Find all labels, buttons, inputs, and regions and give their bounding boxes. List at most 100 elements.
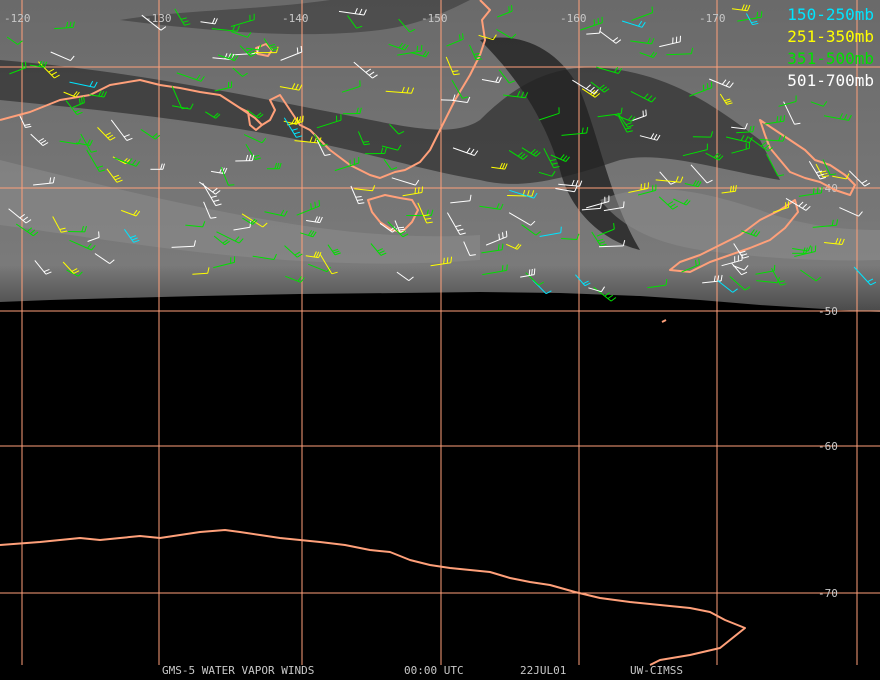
wind-barb: [792, 245, 812, 252]
wind-barb: [246, 44, 262, 51]
wind-barb: [347, 15, 363, 29]
wind-barb: [755, 264, 776, 275]
antarctica-coast: [0, 529, 746, 666]
wind-barb: [539, 107, 560, 121]
wind-barb: [745, 13, 759, 26]
wind-barb: [66, 269, 83, 277]
wind-barb: [284, 245, 303, 258]
wind-barb: [469, 44, 483, 61]
spencer-gulf: [239, 107, 263, 131]
wind-barb: [341, 80, 361, 93]
wind-barb: [354, 185, 376, 192]
wind-barb: [666, 47, 694, 56]
wind-barb: [266, 162, 282, 170]
wind-barb: [731, 123, 748, 130]
wind-barb: [110, 119, 133, 141]
wind-barb: [391, 177, 420, 186]
wind-barb: [89, 90, 107, 98]
wind-barb: [482, 264, 508, 276]
wind-barb: [174, 8, 191, 26]
time-label: 00:00 UTC: [404, 664, 464, 677]
legend-item-251-350mb: 251-350mb: [787, 27, 874, 46]
wind-barb: [68, 225, 87, 233]
source-label: UW-CIMSS: [630, 664, 683, 677]
lon-label: -140: [282, 12, 309, 25]
wind-barb: [396, 271, 414, 282]
wind-barb: [741, 229, 761, 237]
wind-barb: [731, 262, 748, 276]
wind-barb: [832, 173, 850, 180]
wind-barb: [446, 33, 464, 47]
wind-barb: [52, 216, 68, 233]
wind-barb: [630, 90, 657, 103]
wind-barb: [440, 94, 456, 101]
wind-barb: [211, 25, 240, 32]
wind-barb: [141, 14, 167, 31]
wind-barb: [736, 125, 755, 134]
wind-barb: [205, 111, 221, 119]
latitude-labels: -40 -50 -60 -70: [818, 182, 838, 600]
wind-barb: [402, 186, 424, 197]
wind-barb: [140, 128, 161, 140]
wind-barb: [389, 123, 405, 135]
lon-label: -120: [4, 12, 31, 25]
wind-barb: [50, 51, 75, 62]
wind-barb: [241, 213, 268, 228]
wind-barb: [599, 30, 622, 44]
wind-barb: [586, 27, 602, 35]
wind-barb: [29, 60, 48, 68]
lat-label: -60: [818, 440, 838, 453]
wind-barb: [630, 37, 655, 45]
wind-barb: [588, 286, 606, 293]
wind-barb: [498, 69, 515, 84]
wind-barb: [220, 167, 235, 186]
wind-barb: [213, 235, 230, 246]
wind-barb: [681, 258, 700, 273]
wind-barb: [772, 201, 790, 213]
wind-barb: [539, 226, 562, 237]
wind-barb: [810, 101, 828, 107]
wind-barb: [33, 176, 55, 186]
wind-barb: [171, 240, 196, 248]
wind-barb: [731, 4, 751, 12]
wind-barb: [593, 286, 617, 302]
wind-barb: [350, 185, 365, 205]
wind-barb: [580, 16, 603, 31]
lon-label: -160: [560, 12, 587, 25]
wind-barb: [364, 147, 387, 155]
wind-barb: [479, 203, 504, 210]
wind-barb: [239, 45, 257, 57]
wind-barb: [721, 185, 737, 194]
wind-barb: [370, 243, 387, 256]
lon-label: -130: [145, 12, 172, 25]
wind-barb: [383, 159, 398, 171]
lat-label: -70: [818, 587, 838, 600]
wind-barb: [555, 186, 578, 193]
wind-barb: [150, 163, 165, 170]
wind-barb: [65, 100, 83, 116]
wind-barb: [451, 96, 471, 103]
wind-barb: [54, 21, 75, 30]
wind-barb: [283, 117, 303, 138]
wind-barb: [764, 115, 786, 125]
wind-barb: [97, 127, 116, 141]
wind-barbs: [6, 4, 877, 302]
wind-barb: [733, 243, 749, 259]
product-name: GMS-5 WATER VAPOR WINDS: [162, 664, 315, 677]
wind-barb: [285, 275, 305, 283]
wind-barb: [397, 44, 423, 56]
wind-barb: [497, 5, 513, 18]
wind-barb: [617, 112, 634, 128]
wind-barb: [388, 42, 409, 51]
wind-barb: [639, 133, 661, 141]
wind-barb: [729, 276, 751, 291]
wind-barb: [450, 194, 472, 204]
wind-barb: [630, 109, 647, 122]
wind-barb: [263, 38, 278, 51]
wind-barb: [231, 31, 252, 38]
wind-barb: [385, 86, 415, 94]
wind-barb: [62, 261, 80, 274]
wind-barb: [766, 153, 785, 177]
wind-barb: [823, 113, 852, 121]
wind-barb: [216, 231, 244, 244]
